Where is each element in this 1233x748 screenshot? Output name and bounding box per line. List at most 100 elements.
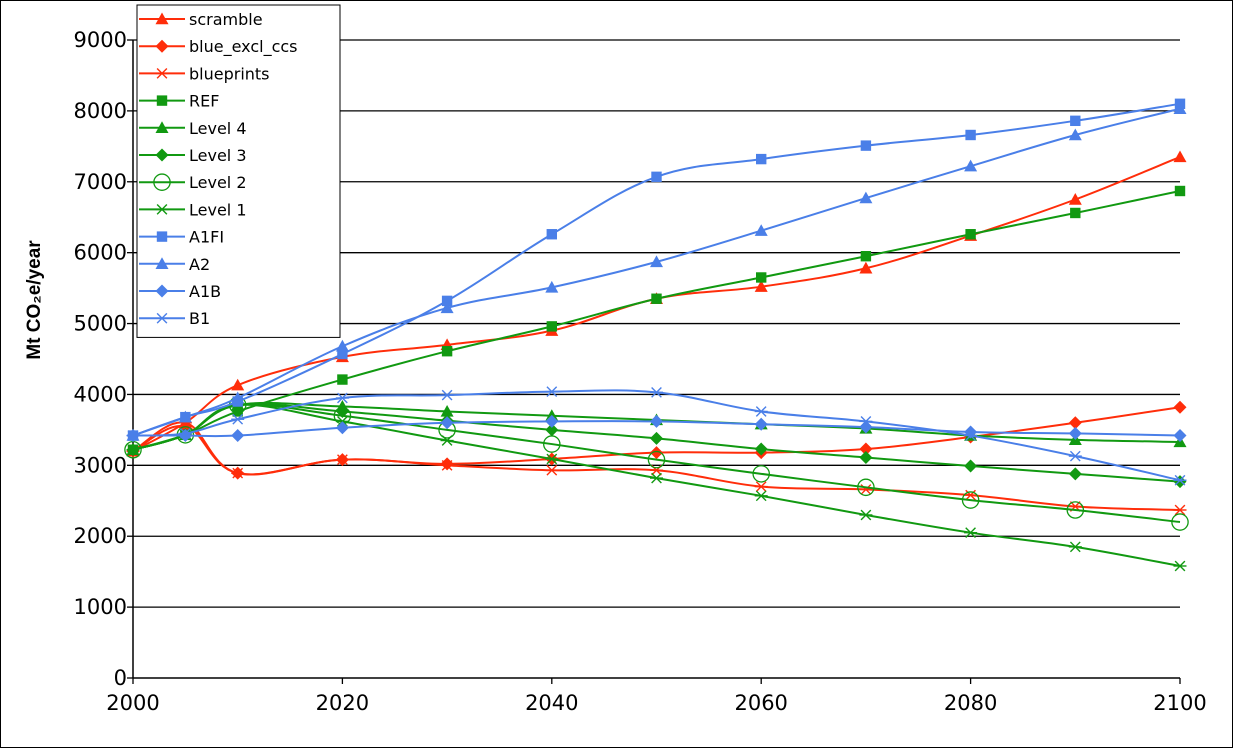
- data-point-blueprints-2040-stroke-2: [546, 464, 558, 476]
- data-point-level-2-2040: [543, 435, 561, 453]
- y-tick-label-1000: 1000: [74, 595, 127, 619]
- legend-item-level-4: Level 4: [139, 119, 247, 138]
- data-point-b1-2080-stroke-2: [965, 430, 976, 441]
- data-point-a2-2100: [1173, 102, 1187, 114]
- data-point-level-3-2090: [1068, 467, 1082, 481]
- data-point-b1-2030-stroke-2: [441, 389, 453, 401]
- data-point-scramble-2070: [859, 261, 873, 274]
- data-point-b1-2040: [545, 386, 559, 397]
- data-point-b1-2070: [859, 416, 873, 427]
- data-point-blueprints-2010: [231, 467, 245, 479]
- y-tick-label-6000: 6000: [74, 241, 127, 265]
- data-point-level-1-2090-stroke-2: [1069, 541, 1081, 553]
- data-point-a1b-2040: [545, 414, 559, 428]
- y-tick-label-5000: 5000: [74, 312, 127, 336]
- data-point-blueprints-2010-stroke-2: [232, 467, 244, 479]
- series-a2: [126, 102, 1187, 441]
- data-point-level-2-2090: [1066, 501, 1085, 519]
- data-point-b1-2000-stroke-2: [127, 430, 139, 441]
- data-point-b1-2100: [1173, 474, 1187, 486]
- legend-item-level-1: Level 1: [139, 200, 247, 219]
- data-point-level-1-2070-stroke-2: [860, 509, 872, 521]
- data-point-b1-2020: [335, 392, 349, 404]
- data-point-blueprints-2040: [545, 464, 559, 476]
- data-point-a2-2080: [964, 159, 978, 172]
- data-point-b1-2000: [126, 430, 140, 441]
- legend-item-a1b: A1B: [139, 282, 221, 301]
- data-point-level-1-2040-stroke-2: [546, 453, 558, 465]
- data-point-a1fi-2020: [337, 348, 348, 360]
- data-point-a1b-2030: [440, 416, 454, 430]
- legend-item-blueprints: blueprints: [139, 64, 270, 83]
- data-point-a1b-2090: [1068, 426, 1082, 440]
- data-point-a1fi-2040: [546, 229, 557, 240]
- data-point-b1-2005: [178, 428, 192, 439]
- series-line-a1b: [133, 420, 1181, 438]
- legend-label-a1fi: A1FI: [189, 228, 224, 247]
- series-blueprints: [126, 417, 1187, 516]
- data-point-a2-2010: [231, 391, 245, 404]
- legend-item-a1fi: A1FI: [139, 228, 224, 247]
- tick-labels: 0 1000 2000 3000 4000 5000 6000 7000 8000 9000 200…: [74, 28, 1207, 715]
- y-tick-label-9000: 9000: [74, 28, 127, 52]
- x-tick-label-2020: 2020: [316, 691, 369, 715]
- data-point-level-1-2040: [545, 453, 559, 465]
- data-point-ref-2060: [756, 272, 767, 283]
- data-point-b1-2090: [1068, 450, 1082, 462]
- legend-swatch-marker-level-1-stroke-2: [156, 204, 168, 215]
- data-point-ref-2030: [441, 346, 453, 357]
- legend-swatch-marker-b1: [155, 312, 169, 324]
- data-point-a1b-2060: [754, 417, 768, 431]
- data-point-level-1-2080: [964, 527, 978, 539]
- y-tick-label-0: 0: [114, 666, 127, 690]
- legend-label-level-4: Level 4: [189, 119, 247, 138]
- legend-swatch-marker-level-4: [155, 121, 169, 133]
- data-point-level-1-2080-stroke-2: [965, 527, 976, 539]
- data-point-blue-excl-ccs-2050: [650, 446, 663, 460]
- legend-label-b1: B1: [189, 309, 210, 328]
- data-point-level-3-2060: [754, 442, 768, 456]
- data-point-a1b-2010: [231, 429, 245, 443]
- legend-label-a2: A2: [189, 255, 210, 274]
- data-point-a2-2060: [754, 224, 768, 236]
- data-point-a1fi-2070: [860, 140, 872, 151]
- legend-swatch-marker-scramble: [155, 12, 169, 25]
- legend-swatch-marker-level-3: [155, 148, 169, 162]
- legend-box: [136, 4, 341, 338]
- legend-swatch-marker-level-2: [153, 173, 171, 191]
- data-point-level-1-2000-stroke-2: [127, 444, 139, 456]
- data-point-level-1-2000: [126, 444, 140, 456]
- data-point-level-1-2030: [440, 435, 454, 446]
- data-point-level-4-2030: [440, 404, 454, 417]
- data-point-b1-2080: [964, 430, 978, 441]
- data-point-level-1-2060: [754, 490, 768, 502]
- data-point-blue-excl-ccs-2090: [1068, 416, 1082, 430]
- data-point-level-1-2060-stroke-2: [755, 490, 767, 502]
- data-point-blueprints-2060: [754, 481, 768, 492]
- x-tick-label-2000: 2000: [106, 691, 159, 715]
- legend-swatch-marker-blueprints: [155, 68, 169, 79]
- data-point-b1-2050-stroke-2: [651, 386, 662, 398]
- data-point-blue-excl-ccs-2070: [859, 442, 873, 456]
- legend-swatch-marker-blue-excl-ccs: [155, 39, 169, 53]
- legend-swatch-marker-a2: [155, 257, 169, 269]
- y-axis-label: Mt CO₂e/year: [24, 240, 45, 360]
- data-point-level-1-2100-stroke-2: [1174, 560, 1186, 572]
- data-point-level-1-2100: [1173, 560, 1187, 572]
- legend-item-blue-excl-ccs: blue_excl_ccs: [139, 37, 298, 57]
- series-level-3: [126, 398, 1187, 489]
- data-point-a2-2070: [859, 191, 873, 204]
- data-point-b1-2030: [440, 389, 454, 401]
- y-tick-label-7000: 7000: [74, 170, 127, 194]
- data-point-blue-excl-ccs-2030: [440, 457, 454, 471]
- legend-label-level-1: Level 1: [189, 200, 247, 219]
- data-point-a2-2050: [650, 255, 663, 268]
- data-point-b1-2050: [650, 386, 663, 398]
- series-line-ref: [132, 190, 1181, 451]
- data-point-b1-2100-stroke-2: [1174, 474, 1186, 486]
- legend-label-a1b: A1B: [189, 282, 221, 301]
- data-point-a1fi-2030: [441, 295, 453, 307]
- data-point-scramble-2090: [1068, 193, 1082, 205]
- data-point-b1-2060: [754, 406, 768, 417]
